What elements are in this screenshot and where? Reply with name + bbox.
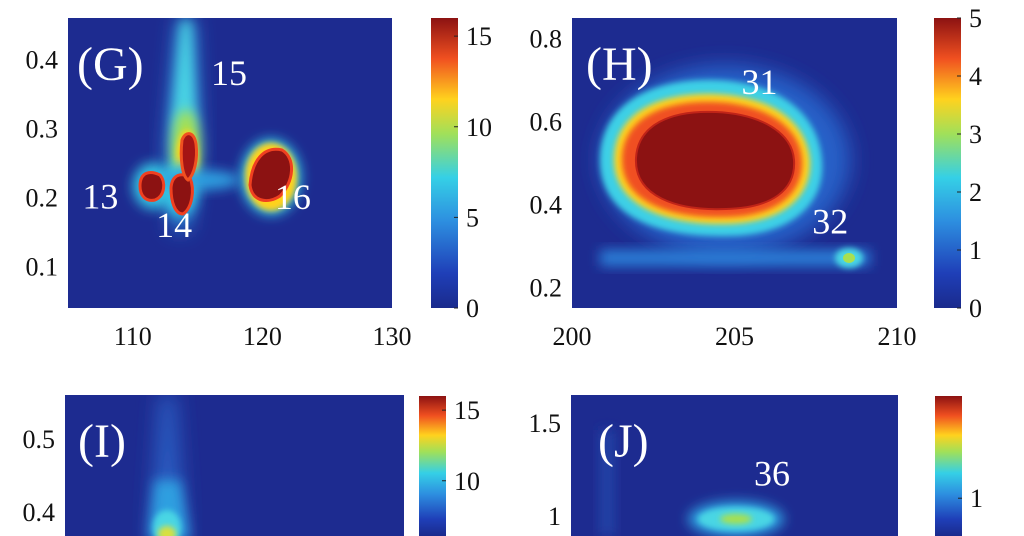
panel-label-j: (J)	[598, 415, 649, 468]
y-tick-label: 1.5	[529, 409, 562, 438]
y-tick-label: 0.1	[26, 253, 59, 282]
colorbar-tick-label: 10	[454, 467, 480, 496]
colorbar-tick-label: 15	[454, 396, 480, 425]
colorbar-j	[935, 396, 962, 536]
colorbar-h	[934, 18, 961, 308]
colorbar-tick-label: 0	[969, 294, 982, 323]
peak-labels-j: 36	[754, 453, 790, 493]
peak-13-core	[138, 171, 166, 202]
x-tick-label: 205	[715, 322, 754, 351]
y-tick-label: 0.8	[530, 25, 563, 54]
peak-label-16: 16	[275, 177, 311, 217]
y-tick-label: 0.6	[530, 108, 563, 137]
colorbar-ticks-h: 0 1 2 3 4 5	[957, 4, 982, 323]
peak-label-15: 15	[211, 53, 247, 93]
y-axis-j: 11.5	[529, 409, 562, 531]
panel-j: (J) 36 11.5 1	[529, 395, 983, 536]
colorbar-ticks-j: 1	[958, 484, 983, 513]
x-tick-label: 210	[878, 322, 917, 351]
peak-label-31: 31	[742, 62, 778, 102]
colorbar-g	[431, 18, 458, 308]
x-axis-h: 200 205 210	[553, 322, 917, 351]
heatmap-body-j	[600, 430, 784, 536]
peak-label-36: 36	[754, 453, 790, 493]
colorbar-i	[419, 396, 446, 536]
colorbar-ticks-g: 0 5 10 15	[454, 22, 492, 323]
colorbar-tick-label: 10	[466, 113, 492, 142]
y-tick-label: 0.2	[26, 184, 59, 213]
y-axis-g: 0.1 0.2 0.3 0.4	[26, 45, 59, 281]
heatmap-background-g	[68, 18, 392, 308]
heatmap-body-i	[148, 395, 190, 536]
colorbar-tick-label: 4	[969, 62, 982, 91]
colorbar-ticks-i: 10 15	[442, 396, 480, 496]
x-tick-label: 120	[243, 322, 282, 351]
peak-labels-h: 31 32	[742, 62, 849, 241]
panel-h: (H) 31 32 0.2 0.4 0.6 0.8 200 205 210 0 1 2 3 4 5	[530, 4, 983, 351]
panel-label-i: (I)	[78, 415, 126, 468]
x-axis-g: 110 120 130	[114, 322, 412, 351]
peak-14-core	[169, 173, 194, 216]
colorbar-tick-label: 3	[969, 120, 982, 149]
y-tick-label: 0.2	[530, 273, 563, 302]
peak-label-13: 13	[82, 177, 118, 217]
x-tick-label: 130	[373, 322, 412, 351]
y-tick-label: 0.4	[23, 498, 56, 527]
y-tick-label: 0.4	[26, 45, 59, 74]
peak-labels-g: 13 14 15 16	[82, 53, 311, 245]
colorbar-tick-label: 5	[969, 4, 982, 33]
y-tick-label: 1	[548, 502, 561, 531]
y-tick-label: 0.4	[530, 190, 563, 219]
colorbar-tick-label: 1	[969, 236, 982, 265]
colorbar-tick-label: 15	[466, 22, 492, 51]
peak-31-core	[634, 110, 796, 211]
colorbar-tick-label: 5	[466, 203, 479, 232]
colorbar-tick-label: 0	[466, 294, 479, 323]
y-axis-h: 0.2 0.4 0.6 0.8	[530, 25, 563, 303]
panel-label-g: (G)	[77, 38, 144, 91]
x-tick-label: 110	[114, 322, 152, 351]
peak-16-core	[248, 147, 293, 203]
peak-label-14: 14	[156, 205, 192, 245]
y-tick-label: 0.5	[23, 425, 56, 454]
panel-label-h: (H)	[586, 38, 653, 91]
panel-i: (I) 0.4 0.5 10 15	[23, 395, 480, 536]
colorbar-tick-label: 1	[970, 484, 983, 513]
heatmap-background-i	[65, 395, 404, 536]
peak-15-core	[179, 132, 198, 182]
colorbar-tick-label: 2	[969, 178, 982, 207]
y-tick-label: 0.3	[26, 114, 59, 143]
y-axis-i: 0.4 0.5	[23, 425, 56, 527]
x-tick-label: 200	[553, 322, 592, 351]
panel-g: (G) 13 14 15 16 0.1 0.2 0.3 0.4 110 120 130 0 5 10…	[26, 18, 492, 351]
peak-label-32: 32	[812, 201, 848, 241]
